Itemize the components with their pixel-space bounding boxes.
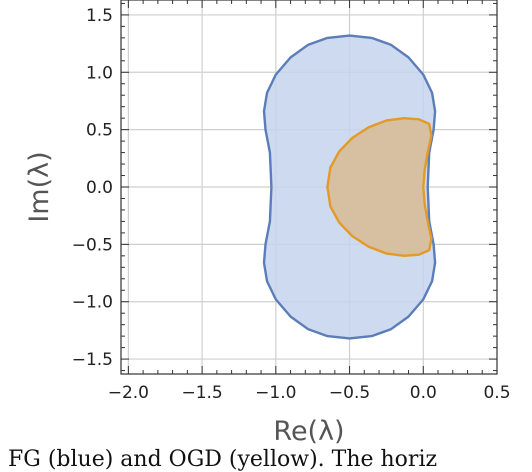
y-tick-label: 1.0 xyxy=(86,63,113,83)
series-regions xyxy=(262,34,437,340)
x-tick-label: −1.5 xyxy=(181,383,222,403)
x-axis-label: Re(λ) xyxy=(273,416,344,447)
y-tick-label: 0.5 xyxy=(86,121,113,141)
y-tick-labels: 1.5 1.0 0.5 0.0 −0.5 −1.0 −1.5 xyxy=(72,6,113,370)
x-tick-label: −1.0 xyxy=(255,383,296,403)
y-tick-label: −0.5 xyxy=(72,235,113,255)
x-tick-label: −0.5 xyxy=(329,383,370,403)
x-tick-label: 0.5 xyxy=(483,383,510,403)
plot-frame xyxy=(120,0,498,375)
y-tick-label: 0.0 xyxy=(86,178,113,198)
y-tick-label: −1.0 xyxy=(72,293,113,313)
x-tick-label: 0.0 xyxy=(410,383,437,403)
axis-ticks xyxy=(121,0,498,374)
y-tick-label: −1.5 xyxy=(72,350,113,370)
x-tick-labels: −2.0 −1.5 −1.0 −0.5 0.0 0.5 xyxy=(108,383,511,403)
y-axis-label: Im(λ) xyxy=(24,151,55,222)
figure-caption: FG (blue) and OGD (yellow). The horiz xyxy=(8,447,438,472)
series-region-2 xyxy=(326,116,433,258)
x-tick-label: −2.0 xyxy=(108,383,149,403)
y-tick-label: 1.5 xyxy=(86,6,113,26)
